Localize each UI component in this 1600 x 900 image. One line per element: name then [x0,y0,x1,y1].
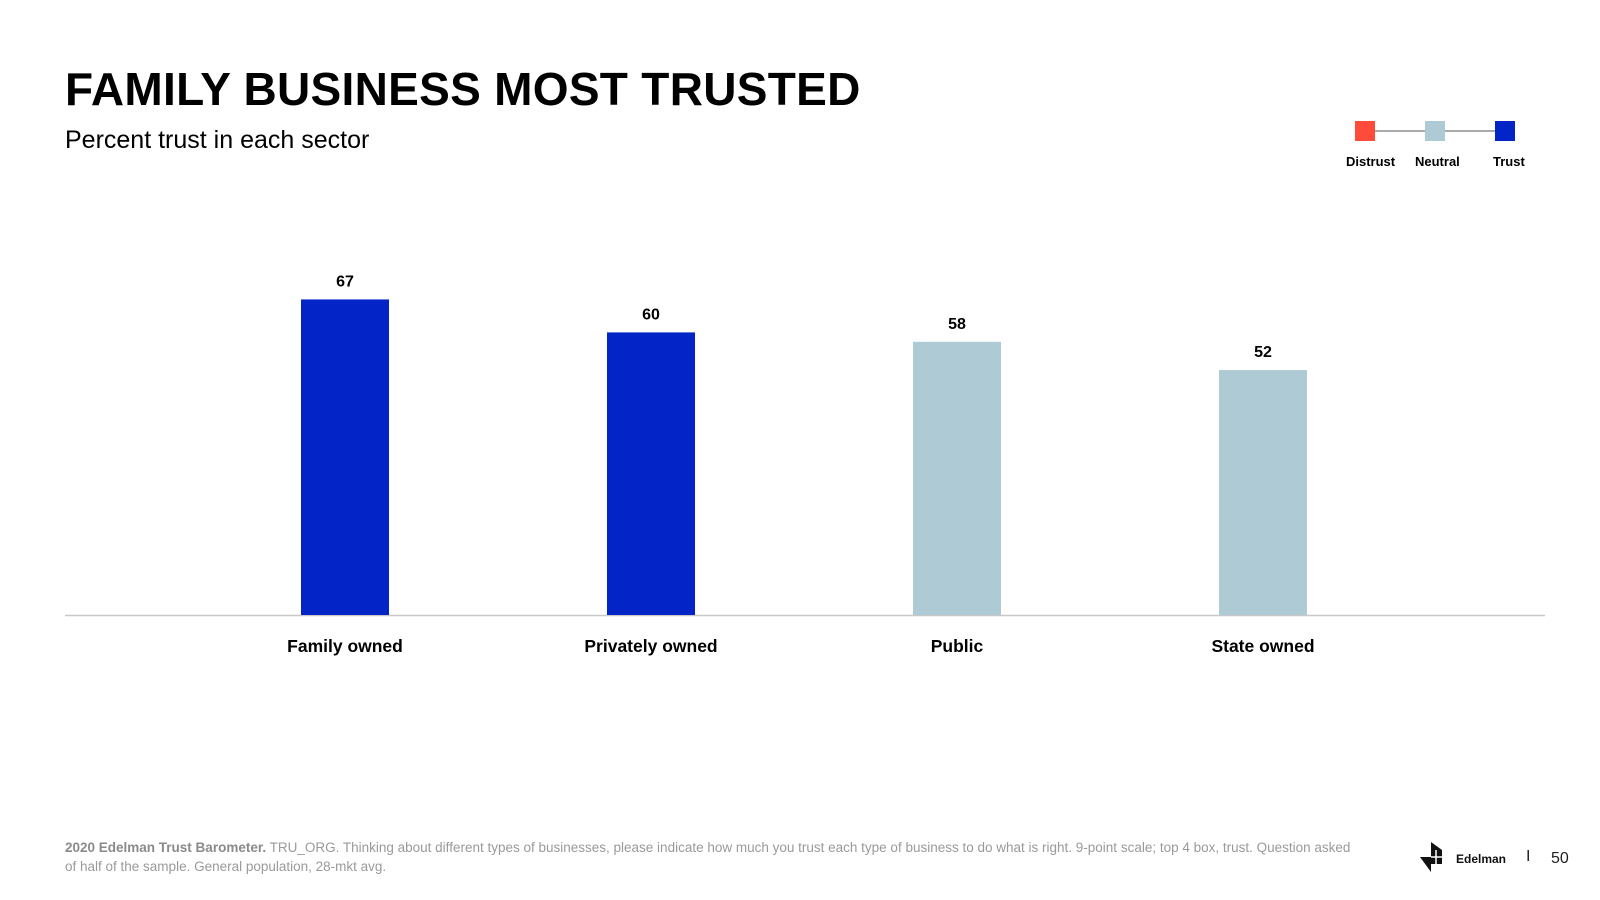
bar-privately-owned [607,332,695,615]
legend-swatch-neutral [1425,121,1445,141]
page-divider: I [1526,848,1531,865]
source-description: TRU_ORG. Thinking about different types … [65,840,1351,874]
legend-label-neutral: Neutral [1415,154,1460,169]
bar-chart: 67 Family owned 60 Privately owned 58 Public 5… [65,273,1545,656]
bar-state-owned [1219,370,1307,615]
category-label-family-owned: Family owned [287,636,403,656]
legend-swatch-trust [1495,121,1515,141]
bar-family-owned [301,299,389,615]
category-label-state-owned: State owned [1211,636,1314,656]
chart-title: FAMILY BUSINESS MOST TRUSTED [65,63,861,115]
legend: Distrust Neutral Trust [1346,120,1555,180]
source-note: 2020 Edelman Trust Barometer. TRU_ORG. T… [65,838,1365,876]
bar-public [913,341,1001,615]
legend-swatch-distrust [1355,121,1375,141]
legend-label-trust: Trust [1493,154,1525,169]
page-number: 50 [1551,850,1569,867]
source-title: 2020 Edelman Trust Barometer. [65,840,267,855]
category-label-privately-owned: Privately owned [584,636,717,656]
data-label-public: 58 [948,316,966,333]
edelman-wordmark: Edelman [1456,852,1507,866]
data-label-state-owned: 52 [1254,344,1272,361]
edelman-logo-icon [1420,842,1442,872]
data-label-privately-owned: 60 [642,306,660,323]
legend-label-distrust: Distrust [1346,154,1396,169]
edelman-logo: Edelman [1418,840,1538,876]
data-label-family-owned: 67 [336,273,354,290]
chart-subtitle: Percent trust in each sector [65,126,370,154]
chart-area: 67 Family owned 60 Privately owned 58 Public 5… [65,273,1545,656]
category-label-public: Public [931,636,984,656]
